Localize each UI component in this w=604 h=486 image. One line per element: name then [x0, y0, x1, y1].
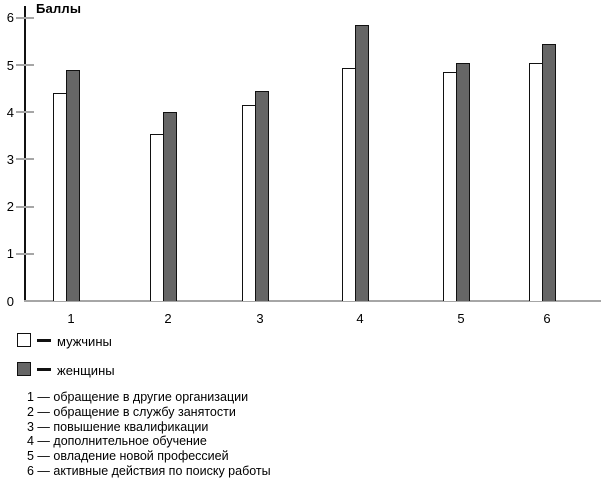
y-axis-tick [16, 158, 34, 161]
x-axis-tick-label: 1 [67, 311, 75, 326]
bar-women-group-3 [255, 91, 269, 301]
women-series-swatch [17, 362, 31, 376]
y-axis-tick-label: 3 [6, 151, 14, 167]
bar-women-group-6 [542, 44, 556, 301]
y-axis-tick [16, 252, 34, 255]
bar-men-group-1 [53, 93, 67, 301]
y-axis-tick [16, 16, 34, 19]
x-axis-tick-label: 3 [256, 311, 264, 326]
y-axis-tick-label: 5 [6, 57, 14, 73]
legend-dash-icon [37, 339, 51, 342]
y-axis-tick-label: 1 [6, 246, 14, 262]
category-notes: 1 — обращение в другие организации 2 — о… [27, 390, 271, 479]
x-axis-baseline [24, 300, 601, 302]
x-axis-tick-label: 5 [457, 311, 465, 326]
legend-label-men: мужчины [57, 334, 112, 349]
bar-men-group-3 [242, 105, 256, 301]
bar-men-group-2 [150, 134, 164, 301]
bar-women-group-4 [355, 25, 369, 301]
legend-dash-icon [37, 368, 51, 371]
note-line: 1 — обращение в другие организации [27, 390, 249, 404]
note-line: 3 — повышение квалификации [27, 419, 209, 434]
note-line: 5 — овладение новой профессией [27, 449, 229, 464]
y-axis-tick-label: 2 [6, 199, 14, 215]
bar-women-group-2 [163, 112, 177, 301]
note-line: 4 — дополнительное обучение [27, 434, 207, 449]
y-axis-tick [16, 64, 34, 67]
y-axis-tick-label: 0 [6, 293, 14, 309]
y-axis-tick-label: 4 [6, 104, 14, 120]
bar-men-group-6 [529, 63, 543, 301]
y-axis-tick-label: 6 [6, 10, 14, 26]
bar-women-group-1 [66, 70, 80, 301]
bar-men-group-4 [342, 68, 356, 301]
note-line: 6 — активные действия по поиску работы [27, 463, 271, 478]
men-series-swatch [17, 333, 31, 347]
bar-women-group-5 [456, 63, 470, 301]
bar-men-group-5 [443, 72, 457, 301]
legend-label-women: женщины [57, 363, 115, 378]
x-axis-tick-label: 4 [356, 311, 364, 326]
x-axis-tick-label: 6 [543, 311, 551, 326]
y-axis-title: Баллы [36, 1, 82, 16]
y-axis-tick [16, 111, 34, 114]
note-line: 2 — обращение в службу занятости [27, 404, 236, 419]
y-axis-line [24, 6, 26, 302]
y-axis-tick [16, 205, 34, 208]
x-axis-tick-label: 2 [164, 311, 172, 326]
